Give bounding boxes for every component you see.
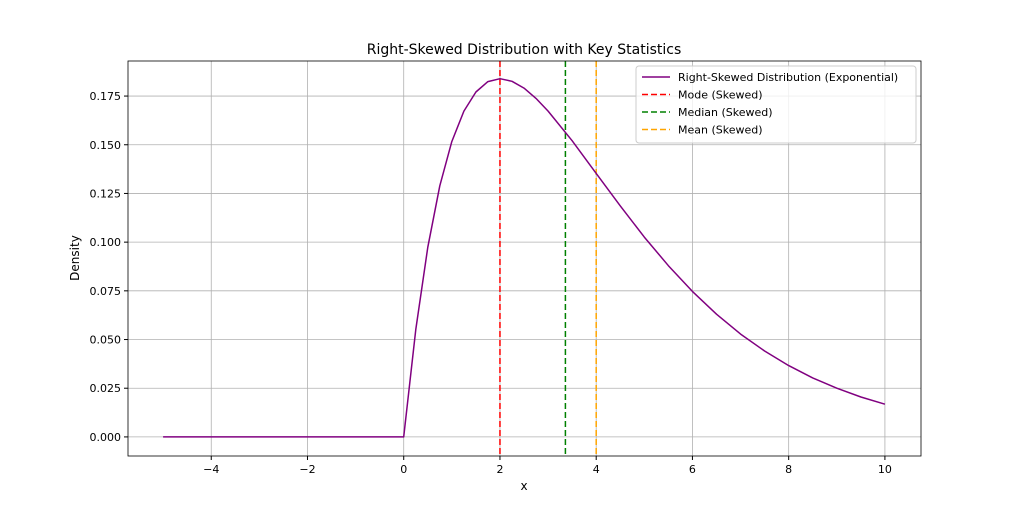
y-tick-label: 0.050 [90,334,122,347]
reference-lines [499,61,597,456]
series [163,77,886,438]
y-tick-label: 0.125 [90,187,122,200]
x-axis-ticks: −4 −2 0 2 4 6 8 10 [203,456,892,476]
legend-label: Mean (Skewed) [678,124,763,137]
y-axis-label: Density [68,235,82,281]
y-tick-label: 0.100 [90,236,122,249]
chart-title: Right-Skewed Distribution with Key Stati… [367,42,682,58]
y-tick-label: 0.150 [90,139,122,152]
y-tick-label: 0.000 [90,431,122,444]
x-tick-label: −4 [203,463,219,476]
legend-label: Right-Skewed Distribution (Exponential) [678,71,898,84]
plot-frame [127,60,922,457]
x-tick-label: 2 [496,463,503,476]
legend-label: Median (Skewed) [678,106,773,119]
x-axis-label: x [520,479,527,493]
series-line [163,77,886,438]
y-tick-label: 0.025 [90,382,122,395]
x-tick-label: 8 [785,463,792,476]
legend-label: Mode (Skewed) [678,89,763,102]
legend-box [635,65,917,144]
x-tick-label: 4 [593,463,600,476]
x-tick-label: 0 [400,463,407,476]
y-axis-ticks: 0.000 0.025 0.050 0.075 0.100 0.125 0.150 0.175 [90,90,128,444]
y-tick-label: 0.175 [90,90,122,103]
y-tick-label: 0.075 [90,285,122,298]
x-tick-label: 10 [878,463,892,476]
legend: Right-Skewed Distribution (Exponential) M… [635,65,917,144]
x-tick-label: 6 [689,463,696,476]
x-tick-label: −2 [299,463,315,476]
